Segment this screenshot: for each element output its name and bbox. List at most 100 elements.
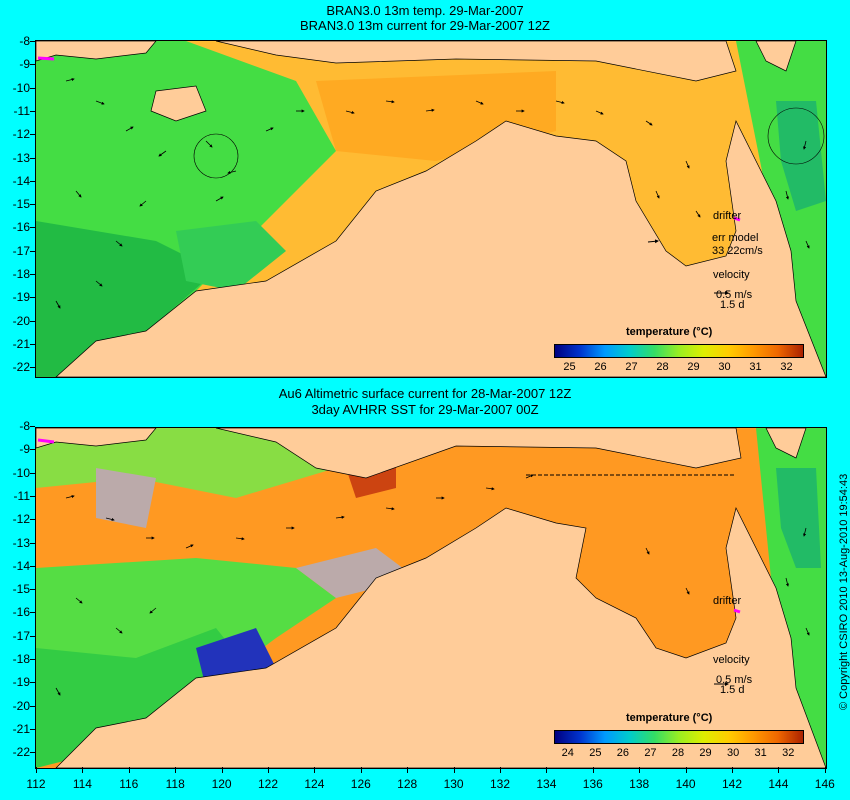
lon-label: 128 [397, 777, 418, 791]
bottom-colorbar-tick-label: 24 [561, 747, 574, 759]
top-lat-tick [30, 41, 35, 42]
top-drifter-track [37, 56, 55, 61]
lon-tick [685, 767, 687, 773]
lon-tick [36, 767, 37, 773]
bottom-colorbar-tick-label: 31 [754, 747, 767, 759]
top-lat-label: -18 [12, 267, 30, 281]
bottom-lat-label: -9 [19, 442, 30, 457]
bottom-lat-tick [30, 449, 35, 451]
lon-tick [824, 767, 826, 773]
top-lat-tick [30, 134, 35, 136]
lon-label: 140 [675, 777, 696, 791]
lon-label: 134 [536, 777, 557, 791]
top-lat-label: -17 [12, 243, 30, 258]
bottom-colorbar-tick-label: 29 [699, 747, 712, 759]
bottom-colorbar-title: temperature (°C) [626, 712, 713, 724]
top-lat-tick [30, 87, 35, 89]
bottom-lat-tick [30, 705, 35, 707]
lon-label: 124 [304, 777, 325, 791]
lon-label: 146 [814, 777, 835, 791]
lon-label: 126 [350, 777, 371, 791]
top-velocity-time: 1.5 d [720, 299, 745, 311]
lon-tick [778, 767, 780, 773]
bottom-lat-tick [30, 752, 35, 754]
bottom-map-panel: drifter velocity 0.5 m/s 1.5 d temperatu… [35, 427, 827, 769]
bottom-current-arrows [55, 474, 810, 696]
top-map-panel: drifter err model 33 22cm/s velocity 0.5… [35, 40, 827, 378]
top-colorbar-tick-label: 28 [656, 361, 669, 373]
top-lat-label: -14 [12, 173, 30, 188]
bottom-drifter-track [37, 438, 55, 444]
top-velocity-label: velocity [713, 269, 750, 281]
bottom-colorbar-tick-label: 27 [644, 747, 657, 759]
bottom-lat-tick [30, 472, 35, 474]
bottom-lat-tick [30, 682, 35, 684]
bottom-lat-label: -15 [12, 582, 30, 597]
top-lat-label: -15 [12, 197, 30, 212]
top-colorbar-tick-label: 31 [749, 361, 762, 373]
lon-label: 116 [119, 777, 139, 791]
bottom-drifter-legend-mark [733, 608, 741, 614]
top-current-arrows [55, 78, 810, 309]
top-lat-tick [30, 320, 35, 322]
bottom-lat-label: -19 [12, 675, 30, 690]
lon-tick [732, 767, 733, 773]
top-velocity-scale: 0.5 m/s [716, 289, 753, 301]
lon-label: 118 [165, 777, 185, 791]
top-lat-tick [30, 297, 35, 299]
top-colorbar-tick-label: 26 [594, 361, 607, 373]
top-err-model-label: err model [712, 232, 759, 244]
top-drifter-label: drifter [713, 210, 742, 222]
bottom-colorbar-tick-label: 28 [671, 747, 685, 759]
bottom-lat-tick [30, 659, 35, 660]
top-lat-tick [30, 367, 35, 369]
top-lat-tick [30, 157, 35, 159]
top-lat-tick [30, 180, 35, 182]
bottom-velocity-scale: 0.5 m/s [716, 674, 753, 686]
top-drifter-legend-mark [733, 216, 741, 222]
bottom-lat-label: -12 [12, 512, 30, 527]
top-colorbar-title: temperature (°C) [626, 326, 713, 338]
lon-label: 136 [582, 777, 603, 791]
top-err-model-value: 33 22cm/s [712, 245, 763, 257]
top-colorbar-tick-label: 27 [625, 361, 638, 373]
lon-tick [128, 767, 130, 773]
top-colorbar-tick-label: 32 [780, 361, 793, 373]
bottom-lat-label: -8 [19, 419, 30, 433]
top-lat-label: -21 [12, 336, 30, 351]
top-colorbar [554, 344, 804, 358]
lon-label: 122 [257, 777, 279, 791]
top-lat-tick [30, 274, 35, 275]
top-title-line1: BRAN3.0 13m temp. 29-Mar-2007 [326, 3, 524, 18]
top-lat-label: -10 [12, 80, 30, 95]
lon-label: 144 [768, 777, 789, 791]
lon-tick [592, 767, 594, 773]
bottom-colorbar-tick-label: 26 [616, 747, 629, 759]
lon-label: 130 [443, 777, 464, 791]
top-lat-tick [30, 64, 35, 66]
top-lat-tick [30, 227, 35, 229]
copyright-text: © Copyright CSIRO 2010 13-Aug-2010 19:54… [838, 473, 850, 710]
bottom-lat-tick [30, 728, 35, 730]
lon-label: 112 [26, 777, 46, 791]
bottom-lat-label: -22 [12, 745, 30, 760]
top-map-svg [36, 41, 826, 377]
top-colorbar-tick-label: 29 [687, 361, 700, 373]
top-lat-label: -22 [12, 360, 30, 375]
top-lat-label: -11 [13, 103, 30, 118]
bottom-lat-tick [30, 426, 35, 427]
bottom-title-line2: 3day AVHRR SST for 29-Mar-2007 00Z [311, 402, 539, 417]
lon-tick [314, 767, 316, 773]
lon-label: 114 [72, 777, 92, 791]
top-lat-label: -9 [19, 57, 30, 72]
lon-tick [453, 767, 455, 773]
lon-tick [639, 767, 641, 773]
bottom-lat-label: -11 [13, 488, 30, 503]
bottom-drifter-label: drifter [713, 595, 742, 607]
lon-tick [407, 767, 409, 773]
top-lat-tick [30, 110, 35, 112]
bottom-colorbar [554, 730, 804, 744]
lon-label: 142 [721, 777, 743, 791]
bottom-lat-tick [30, 519, 35, 521]
bottom-map-svg [36, 428, 826, 768]
